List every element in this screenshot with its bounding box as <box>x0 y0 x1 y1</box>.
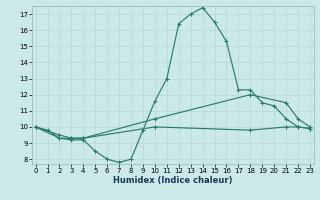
X-axis label: Humidex (Indice chaleur): Humidex (Indice chaleur) <box>113 176 233 185</box>
